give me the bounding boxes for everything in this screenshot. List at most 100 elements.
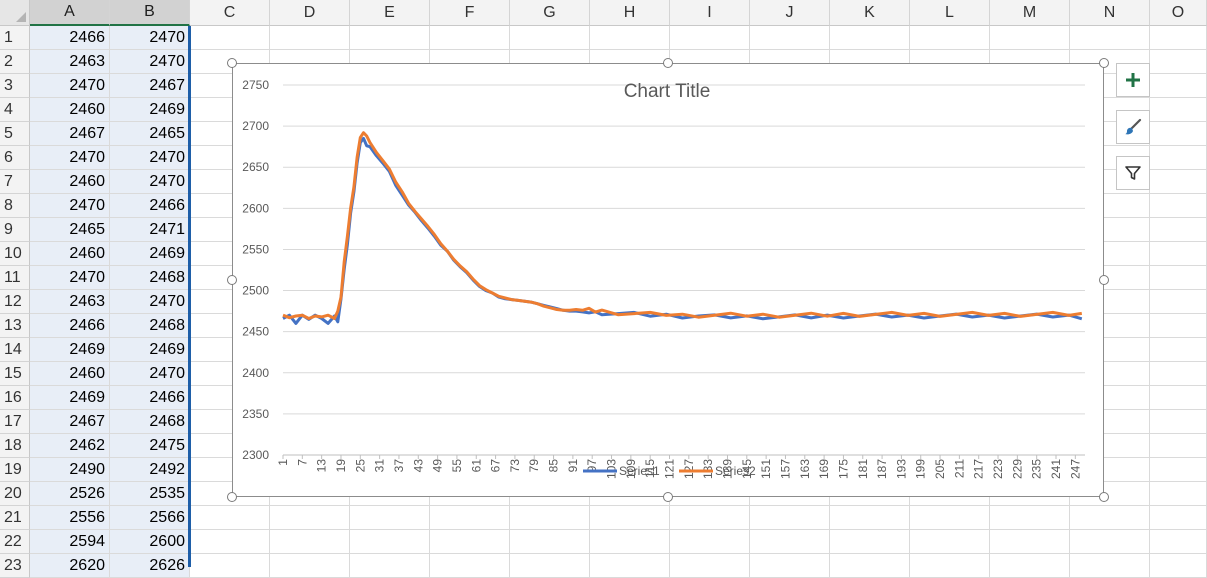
empty-cell[interactable] — [990, 554, 1070, 578]
cell-b[interactable]: 2468 — [110, 314, 190, 338]
cell-a[interactable]: 2556 — [30, 506, 110, 530]
empty-cell[interactable] — [270, 530, 350, 554]
column-header-m[interactable]: M — [990, 0, 1070, 26]
empty-cell[interactable] — [1150, 146, 1207, 170]
row-header[interactable]: 11 — [0, 266, 30, 290]
cell-b[interactable]: 2469 — [110, 338, 190, 362]
empty-cell[interactable] — [910, 506, 990, 530]
cell-b[interactable]: 2600 — [110, 530, 190, 554]
empty-cell[interactable] — [670, 506, 750, 530]
cell-b[interactable]: 2492 — [110, 458, 190, 482]
row-header[interactable]: 17 — [0, 410, 30, 434]
cell-a[interactable]: 2460 — [30, 362, 110, 386]
cell-b[interactable]: 2470 — [110, 26, 190, 50]
column-header-f[interactable]: F — [430, 0, 510, 26]
empty-cell[interactable] — [1070, 242, 1150, 266]
empty-cell[interactable] — [990, 506, 1070, 530]
empty-cell[interactable] — [1070, 26, 1150, 50]
empty-cell[interactable] — [350, 554, 430, 578]
cell-b[interactable]: 2467 — [110, 74, 190, 98]
empty-cell[interactable] — [1150, 170, 1207, 194]
empty-cell[interactable] — [670, 530, 750, 554]
cell-a[interactable]: 2526 — [30, 482, 110, 506]
empty-cell[interactable] — [1150, 50, 1207, 74]
empty-cell[interactable] — [190, 26, 270, 50]
cell-a[interactable]: 2490 — [30, 458, 110, 482]
empty-cell[interactable] — [1150, 74, 1207, 98]
cell-b[interactable]: 2469 — [110, 242, 190, 266]
empty-cell[interactable] — [1150, 122, 1207, 146]
cell-b[interactable]: 2468 — [110, 266, 190, 290]
cell-b[interactable]: 2465 — [110, 122, 190, 146]
chart-resize-handle-top[interactable] — [663, 58, 673, 68]
empty-cell[interactable] — [510, 530, 590, 554]
row-header[interactable]: 13 — [0, 314, 30, 338]
chart-resize-handle-bottom[interactable] — [663, 492, 673, 502]
empty-cell[interactable] — [750, 554, 830, 578]
empty-cell[interactable] — [750, 26, 830, 50]
empty-cell[interactable] — [1150, 482, 1207, 506]
cell-a[interactable]: 2470 — [30, 146, 110, 170]
cell-b[interactable]: 2470 — [110, 290, 190, 314]
cell-b[interactable]: 2468 — [110, 410, 190, 434]
cell-b[interactable]: 2466 — [110, 386, 190, 410]
row-header[interactable]: 21 — [0, 506, 30, 530]
empty-cell[interactable] — [1150, 26, 1207, 50]
empty-cell[interactable] — [1070, 362, 1150, 386]
empty-cell[interactable] — [190, 506, 270, 530]
empty-cell[interactable] — [1150, 266, 1207, 290]
empty-cell[interactable] — [910, 26, 990, 50]
chart-filters-button[interactable] — [1116, 156, 1150, 190]
cell-b[interactable]: 2470 — [110, 146, 190, 170]
empty-cell[interactable] — [670, 554, 750, 578]
row-header[interactable]: 18 — [0, 434, 30, 458]
empty-cell[interactable] — [1070, 554, 1150, 578]
empty-cell[interactable] — [1070, 194, 1150, 218]
row-header[interactable]: 9 — [0, 218, 30, 242]
column-header-h[interactable]: H — [590, 0, 670, 26]
column-header-g[interactable]: G — [510, 0, 590, 26]
empty-cell[interactable] — [590, 554, 670, 578]
empty-cell[interactable] — [910, 554, 990, 578]
empty-cell[interactable] — [1070, 530, 1150, 554]
empty-cell[interactable] — [1150, 218, 1207, 242]
column-header-c[interactable]: C — [190, 0, 270, 26]
empty-cell[interactable] — [1070, 266, 1150, 290]
empty-cell[interactable] — [270, 26, 350, 50]
row-header[interactable]: 7 — [0, 170, 30, 194]
column-header-b[interactable]: B — [110, 0, 190, 26]
empty-cell[interactable] — [270, 506, 350, 530]
chart-resize-handle-bottom-right[interactable] — [1099, 492, 1109, 502]
cell-b[interactable]: 2470 — [110, 50, 190, 74]
empty-cell[interactable] — [1150, 458, 1207, 482]
empty-cell[interactable] — [510, 506, 590, 530]
empty-cell[interactable] — [1070, 50, 1150, 74]
cell-a[interactable]: 2460 — [30, 242, 110, 266]
empty-cell[interactable] — [1150, 290, 1207, 314]
column-header-i[interactable]: I — [670, 0, 750, 26]
empty-cell[interactable] — [190, 50, 270, 74]
chart-elements-button[interactable] — [1116, 63, 1150, 97]
empty-cell[interactable] — [430, 530, 510, 554]
cell-b[interactable]: 2470 — [110, 362, 190, 386]
row-header[interactable]: 8 — [0, 194, 30, 218]
empty-cell[interactable] — [1070, 386, 1150, 410]
row-header[interactable]: 10 — [0, 242, 30, 266]
row-header[interactable]: 3 — [0, 74, 30, 98]
column-header-j[interactable]: J — [750, 0, 830, 26]
row-header[interactable]: 16 — [0, 386, 30, 410]
column-header-o[interactable]: O — [1150, 0, 1207, 26]
cell-a[interactable]: 2469 — [30, 386, 110, 410]
row-header[interactable]: 6 — [0, 146, 30, 170]
column-header-k[interactable]: K — [830, 0, 910, 26]
cell-b[interactable]: 2475 — [110, 434, 190, 458]
cell-a[interactable]: 2467 — [30, 122, 110, 146]
cell-b[interactable]: 2566 — [110, 506, 190, 530]
column-header-n[interactable]: N — [1070, 0, 1150, 26]
empty-cell[interactable] — [590, 26, 670, 50]
empty-cell[interactable] — [1150, 434, 1207, 458]
column-header-e[interactable]: E — [350, 0, 430, 26]
empty-cell[interactable] — [1150, 530, 1207, 554]
row-header[interactable]: 1 — [0, 26, 30, 50]
cell-a[interactable]: 2469 — [30, 338, 110, 362]
